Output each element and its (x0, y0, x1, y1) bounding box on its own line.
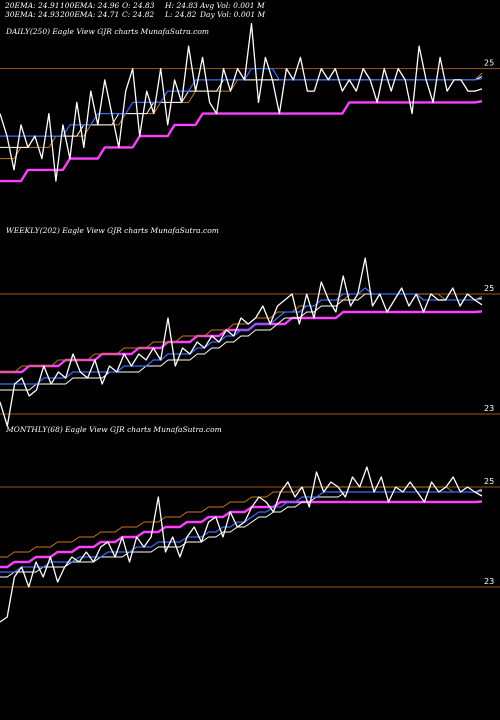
day-vol-readout: Day Vol: 0.001 M (200, 10, 266, 19)
daily-chart: 25 (0, 22, 500, 183)
monthly-ema-mid-line (0, 490, 483, 578)
daily-price-line (0, 22, 483, 182)
daily-ema-longest-line (0, 100, 483, 183)
weekly-ema-mid-line (0, 293, 483, 391)
monthly-ema-short-line (0, 490, 483, 573)
daily-ema-long-line (0, 72, 483, 160)
daily-y-tick-label-0: 25 (484, 59, 494, 68)
open-readout: O: 24.83 (122, 1, 155, 10)
monthly-y-tick-label-1: 23 (484, 577, 494, 586)
monthly-price-line (0, 466, 483, 623)
monthly-ema-long-line (0, 486, 483, 558)
ema100-readout: 100EMA: 24.96 (60, 1, 120, 10)
low-readout: L: 24.82 (165, 10, 197, 19)
ema200-readout: 200EMA: 24.71 (60, 10, 120, 19)
high-readout: H: 24.83 (165, 1, 198, 10)
monthly-chart: 25 23 (0, 466, 500, 623)
weekly-y-tick-label-1: 23 (484, 404, 494, 413)
weekly-y-tick-label-0: 25 (484, 284, 494, 293)
daily-panel-title: DAILY(250) Eagle View GJR charts MunafaS… (6, 27, 209, 36)
ema30-readout: 30EMA: 24.93 (5, 10, 60, 19)
weekly-chart: 25 23 (0, 257, 500, 427)
weekly-price-line (0, 257, 483, 427)
weekly-ema-longest-line (0, 310, 483, 374)
monthly-ema-longest-line (0, 500, 483, 569)
ema20-readout: 20EMA: 24.91 (5, 1, 60, 10)
monthly-panel-title: MONTHLY(68) Eagle View GJR charts Munafa… (6, 425, 222, 434)
monthly-y-tick-label-0: 25 (484, 477, 494, 486)
weekly-panel-title: WEEKLY(202) Eagle View GJR charts Munafa… (6, 226, 219, 235)
avg-vol-readout: Avg Vol: 0.001 M (200, 1, 265, 10)
close-readout: C: 24.82 (122, 10, 155, 19)
